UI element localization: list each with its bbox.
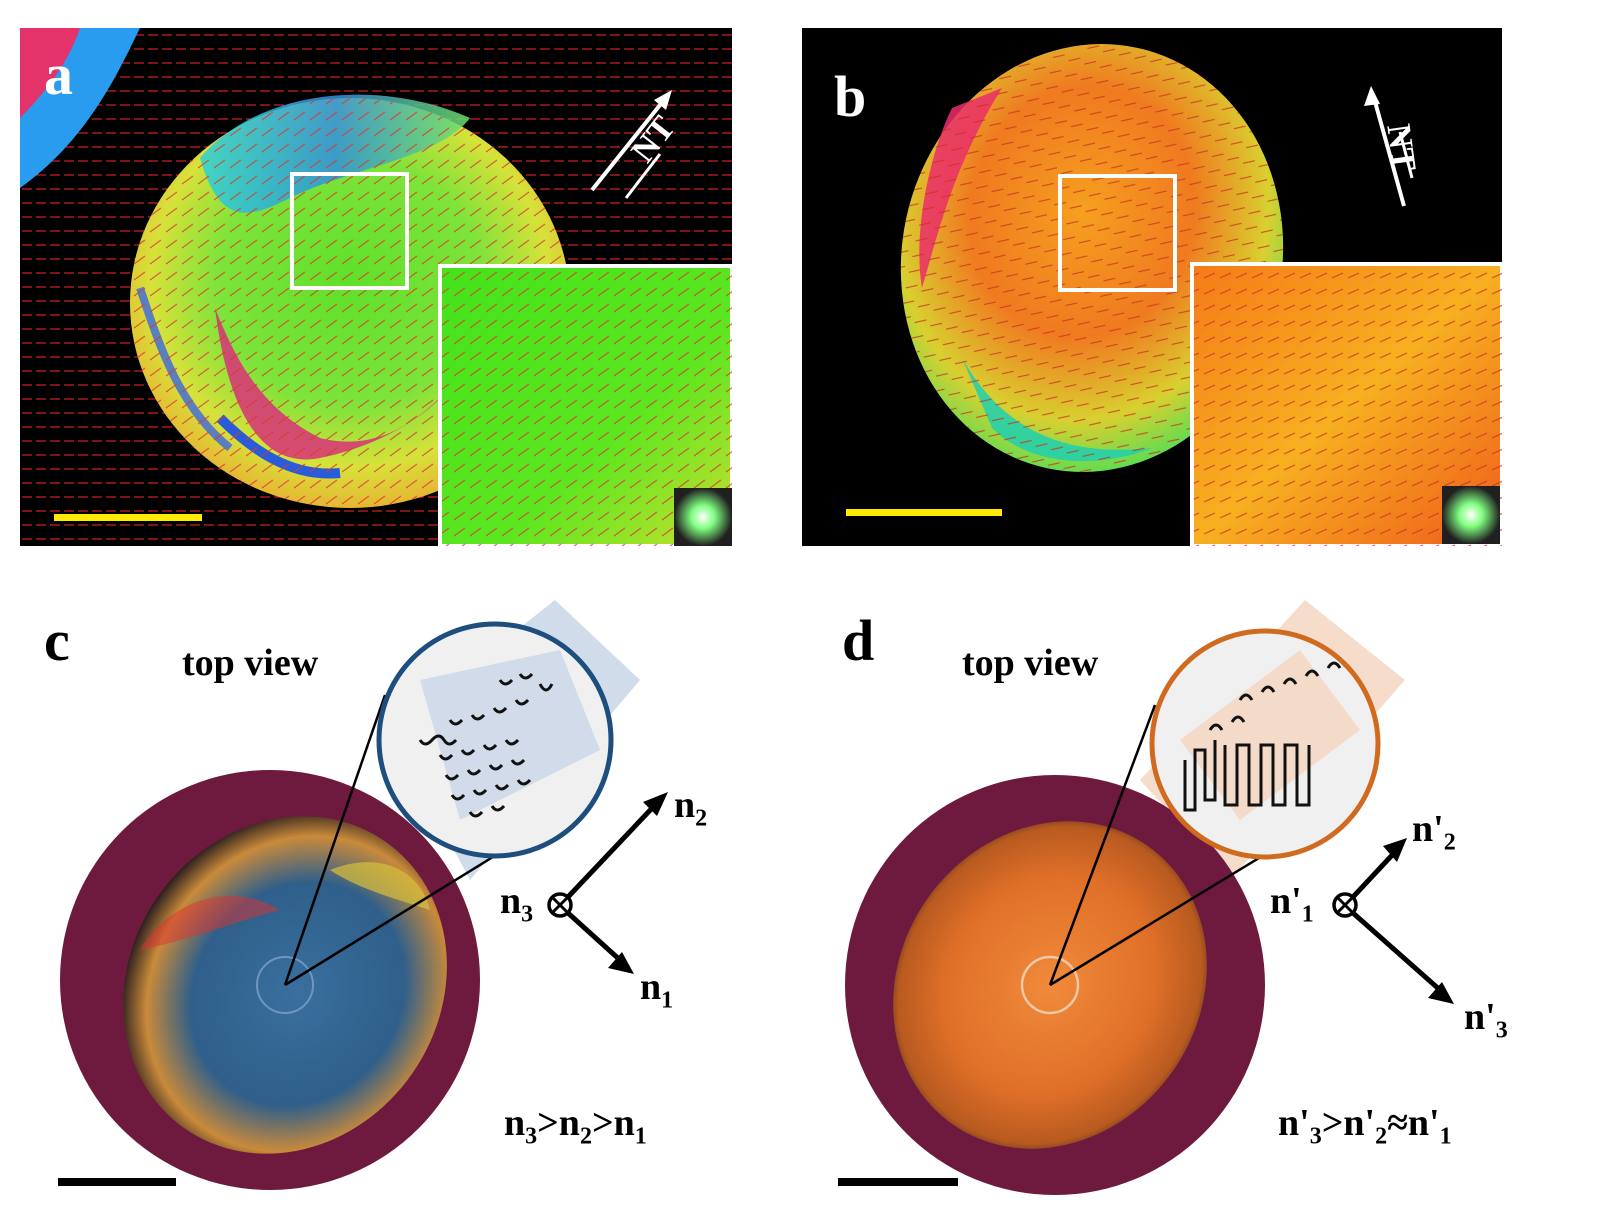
view-label: top view	[962, 642, 1099, 684]
axis-n2-prime: n'2	[1412, 808, 1456, 856]
chain-folds	[1183, 661, 1342, 812]
panel-label: d	[842, 608, 875, 673]
panel-a-image	[20, 28, 734, 548]
axis-n2: n2	[674, 784, 708, 832]
panel-a: a NT	[20, 28, 734, 548]
axis-n1: n1	[640, 966, 674, 1014]
axis-n1-prime: n'1	[1270, 880, 1314, 928]
index-relation: n'3>n'2≈n'1	[1278, 1102, 1452, 1150]
panel-label: c	[44, 608, 70, 673]
panel-b: b NT	[802, 28, 1504, 548]
scale-bar	[58, 1178, 176, 1186]
scale-bar	[846, 509, 1002, 516]
panel-d-schematic	[838, 600, 1454, 1195]
axis-n3-prime: n'3	[1464, 996, 1508, 1044]
axis-n3: n3	[500, 880, 534, 928]
panel-c-schematic	[58, 600, 668, 1190]
chain-segments	[418, 672, 554, 818]
direction-label: NT	[1379, 121, 1423, 174]
panel-label: b	[834, 64, 867, 129]
index-relation: n3>n2>n1	[504, 1102, 647, 1150]
view-label: top view	[182, 642, 319, 684]
panel-d: d top view n'2 n'1 n'3 n'3>n'2≈n'1	[800, 580, 1614, 1221]
scale-bar	[54, 514, 202, 521]
panel-label: a	[44, 42, 73, 107]
panel-b-image	[802, 28, 1504, 548]
panel-c: c top view n2 n3 n1 n3>n2>n1	[0, 580, 800, 1221]
scale-bar	[838, 1178, 958, 1186]
